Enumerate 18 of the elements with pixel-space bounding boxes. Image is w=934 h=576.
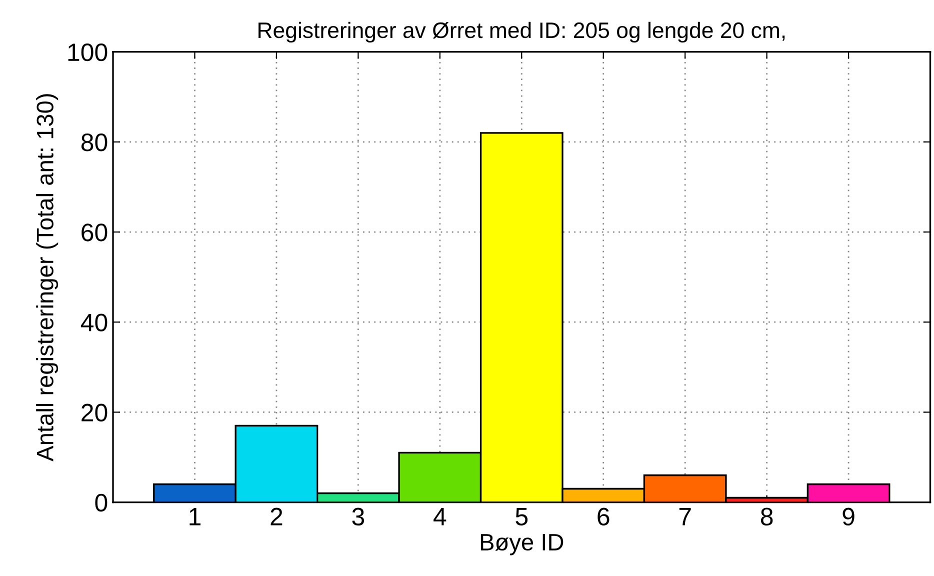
x-tick-label: 5: [516, 508, 528, 526]
x-tick-label: 3: [352, 508, 364, 526]
y-tick-label: 100: [68, 43, 108, 62]
x-tick-label: 8: [760, 508, 773, 526]
x-tick-label: 4: [434, 508, 446, 526]
y-tick-label: 60: [82, 224, 108, 242]
y-tick-label: 40: [80, 314, 108, 332]
x-tick-label: 1: [190, 508, 200, 526]
y-tick-label: 80: [81, 134, 108, 152]
x-tick-label: 2: [270, 508, 282, 526]
x-tick-label: 6: [598, 508, 610, 526]
x-axis-title: Bøye ID: [480, 534, 564, 556]
y-tick-label: 20: [82, 404, 108, 422]
chart-title: Registreringer av Ørret med ID: 205 og lengde 20 cm,: [258, 22, 785, 43]
x-tick-label: 9: [842, 508, 854, 526]
x-tick-label: 7: [679, 508, 691, 526]
y-axis-title: Antall registreringer (Total ant: 130): [36, 94, 58, 462]
y-tick-label: 0: [95, 494, 108, 512]
